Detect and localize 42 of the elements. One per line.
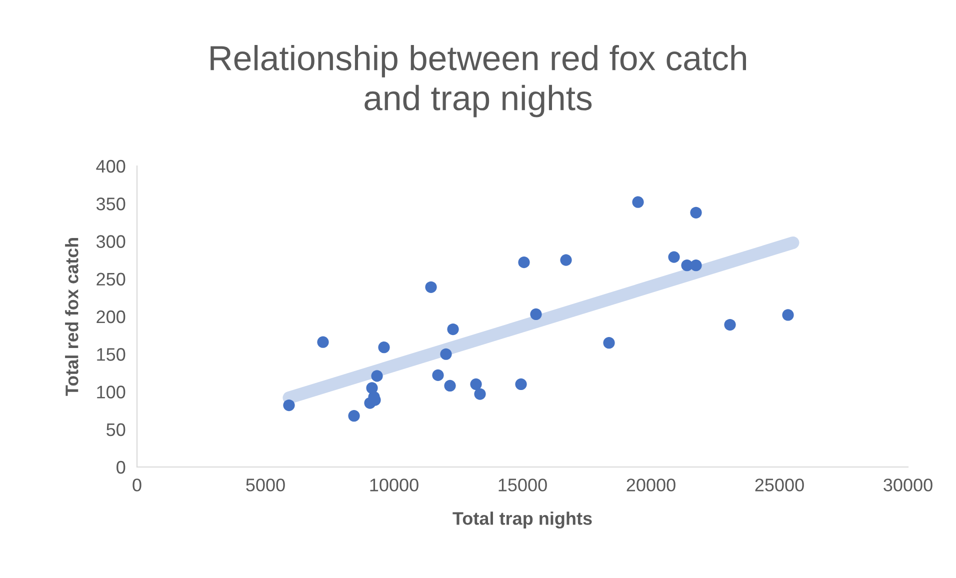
point	[530, 308, 542, 320]
point	[724, 318, 736, 331]
x-tick-label: 0	[132, 478, 142, 492]
x-tick-label: 25000	[755, 478, 804, 492]
point	[432, 369, 444, 382]
x-tick-label: 10000	[370, 478, 418, 492]
point	[632, 196, 644, 208]
y-tick-label: 350	[96, 198, 126, 210]
point	[378, 342, 390, 354]
point	[348, 410, 360, 422]
point	[690, 260, 702, 272]
point	[470, 378, 482, 390]
point	[518, 256, 530, 268]
x-tick-label: 15000	[498, 478, 547, 492]
x-tick-label: 5000	[246, 478, 285, 492]
y-tick-label: 200	[96, 310, 126, 324]
chart-title: Relationship between red fox catch and trap nights	[210, 45, 746, 118]
y-tick-label: 250	[96, 272, 126, 286]
x-axis-title: Total trap nights	[452, 512, 592, 529]
x-tick-label: 30000	[884, 478, 932, 492]
point	[782, 309, 794, 321]
point	[515, 378, 527, 390]
y-axis-title: Total red fox catch	[65, 238, 78, 396]
y-tick-label: 50	[106, 423, 126, 436]
x-tick-label: 20000	[626, 478, 676, 492]
y-tick-label: 0	[116, 460, 126, 474]
point	[560, 254, 572, 266]
y-tick-label: 100	[97, 386, 126, 398]
y-tick-label: 300	[96, 235, 126, 248]
point	[283, 399, 295, 412]
point	[690, 206, 702, 218]
point	[447, 323, 459, 336]
point	[474, 388, 486, 400]
y-tick-label: 150	[97, 348, 126, 361]
point	[440, 348, 452, 360]
point	[444, 380, 456, 392]
point	[668, 251, 680, 263]
point	[317, 336, 329, 348]
point	[425, 281, 437, 293]
point	[371, 370, 383, 382]
y-tick-label: 400	[96, 160, 126, 173]
point	[603, 337, 615, 349]
